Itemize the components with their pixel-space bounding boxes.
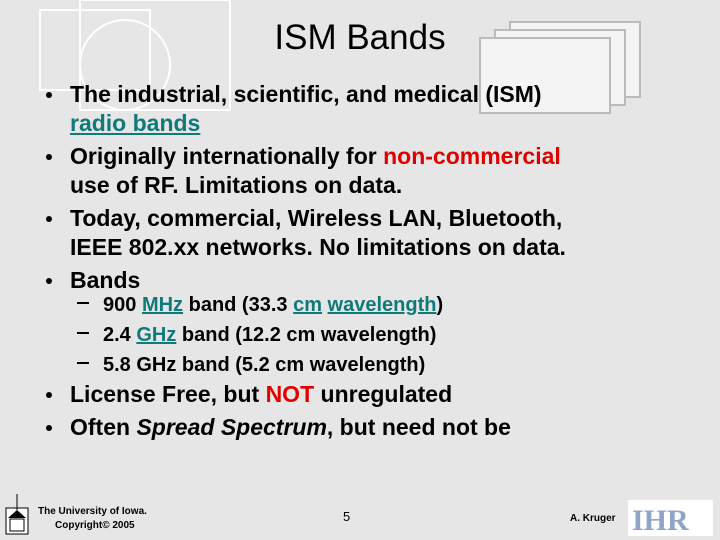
footer-copyright: Copyright© 2005 — [55, 520, 135, 531]
text: Often — [70, 414, 137, 440]
bullet: Bands — [46, 266, 566, 295]
bullet: Originally internationally for non-comme… — [46, 142, 566, 200]
text: unregulated — [314, 381, 453, 407]
bullet-dot — [46, 92, 52, 98]
text: , but need not be — [326, 414, 511, 440]
bullet-dot — [46, 216, 52, 222]
text: use of RF. Limitations on data. — [70, 172, 403, 198]
text: 5.8 GHz band (5.2 cm wavelength) — [103, 354, 426, 376]
link[interactable]: GHz — [136, 324, 177, 346]
dash — [77, 332, 89, 334]
highlight: non-commercial — [383, 143, 561, 169]
link[interactable]: wavelength — [327, 294, 437, 316]
text: 900 — [103, 294, 142, 316]
bullet-dot — [46, 154, 52, 160]
text: ) — [436, 294, 444, 316]
text: Today, commercial, Wireless LAN, Bluetoo… — [70, 205, 563, 231]
svg-text:IHR: IHR — [632, 504, 689, 537]
bullet: Often Spread Spectrum, but need not be — [46, 413, 511, 442]
text: band (12.2 cm wavelength) — [176, 324, 437, 346]
bullet: The industrial, scientific, and medical … — [46, 80, 566, 138]
footer-university: The University of Iowa. — [38, 506, 147, 517]
sub-bullet: 900 MHz band (33.3 cm wavelength) — [77, 290, 444, 320]
bullet-dot — [46, 278, 52, 284]
text: The industrial, scientific, and medical … — [70, 81, 542, 107]
text: IEEE 802.xx networks. No limitations on … — [70, 234, 566, 260]
bullet-dot — [46, 425, 52, 431]
text: Bands — [70, 267, 141, 293]
text: License Free, but — [70, 381, 266, 407]
emphasis: Spread Spectrum — [136, 414, 327, 440]
highlight: NOT — [265, 381, 315, 407]
dash — [77, 362, 89, 364]
ihr-logo: IHR — [628, 500, 713, 537]
bullet: License Free, but NOT unregulated — [46, 380, 511, 409]
bullet-list: License Free, but NOT unregulated Often … — [46, 380, 511, 446]
text: Originally internationally for — [70, 143, 384, 169]
link[interactable]: radio bands — [70, 110, 201, 136]
dash — [77, 302, 89, 304]
text: 2.4 — [103, 324, 137, 346]
sub-bullet: 2.4 GHz band (12.2 cm wavelength) — [77, 320, 443, 350]
sub-bullet: 5.8 GHz band (5.2 cm wavelength) — [77, 350, 443, 380]
bullet-list: The industrial, scientific, and medical … — [46, 80, 566, 299]
text: band (33.3 — [183, 294, 294, 316]
slide-title: ISM Bands — [274, 18, 446, 57]
bullet: Today, commercial, Wireless LAN, Bluetoo… — [46, 204, 566, 262]
page-number: 5 — [343, 509, 351, 524]
footer-author: A. Kruger — [570, 513, 616, 524]
iowa-logo — [5, 494, 29, 535]
link[interactable]: MHz — [141, 294, 184, 316]
bullet-dot — [46, 392, 52, 398]
sub-bullet-list: 900 MHz band (33.3 cm wavelength) 2.4 GH… — [77, 290, 444, 380]
link[interactable]: cm — [293, 294, 322, 316]
